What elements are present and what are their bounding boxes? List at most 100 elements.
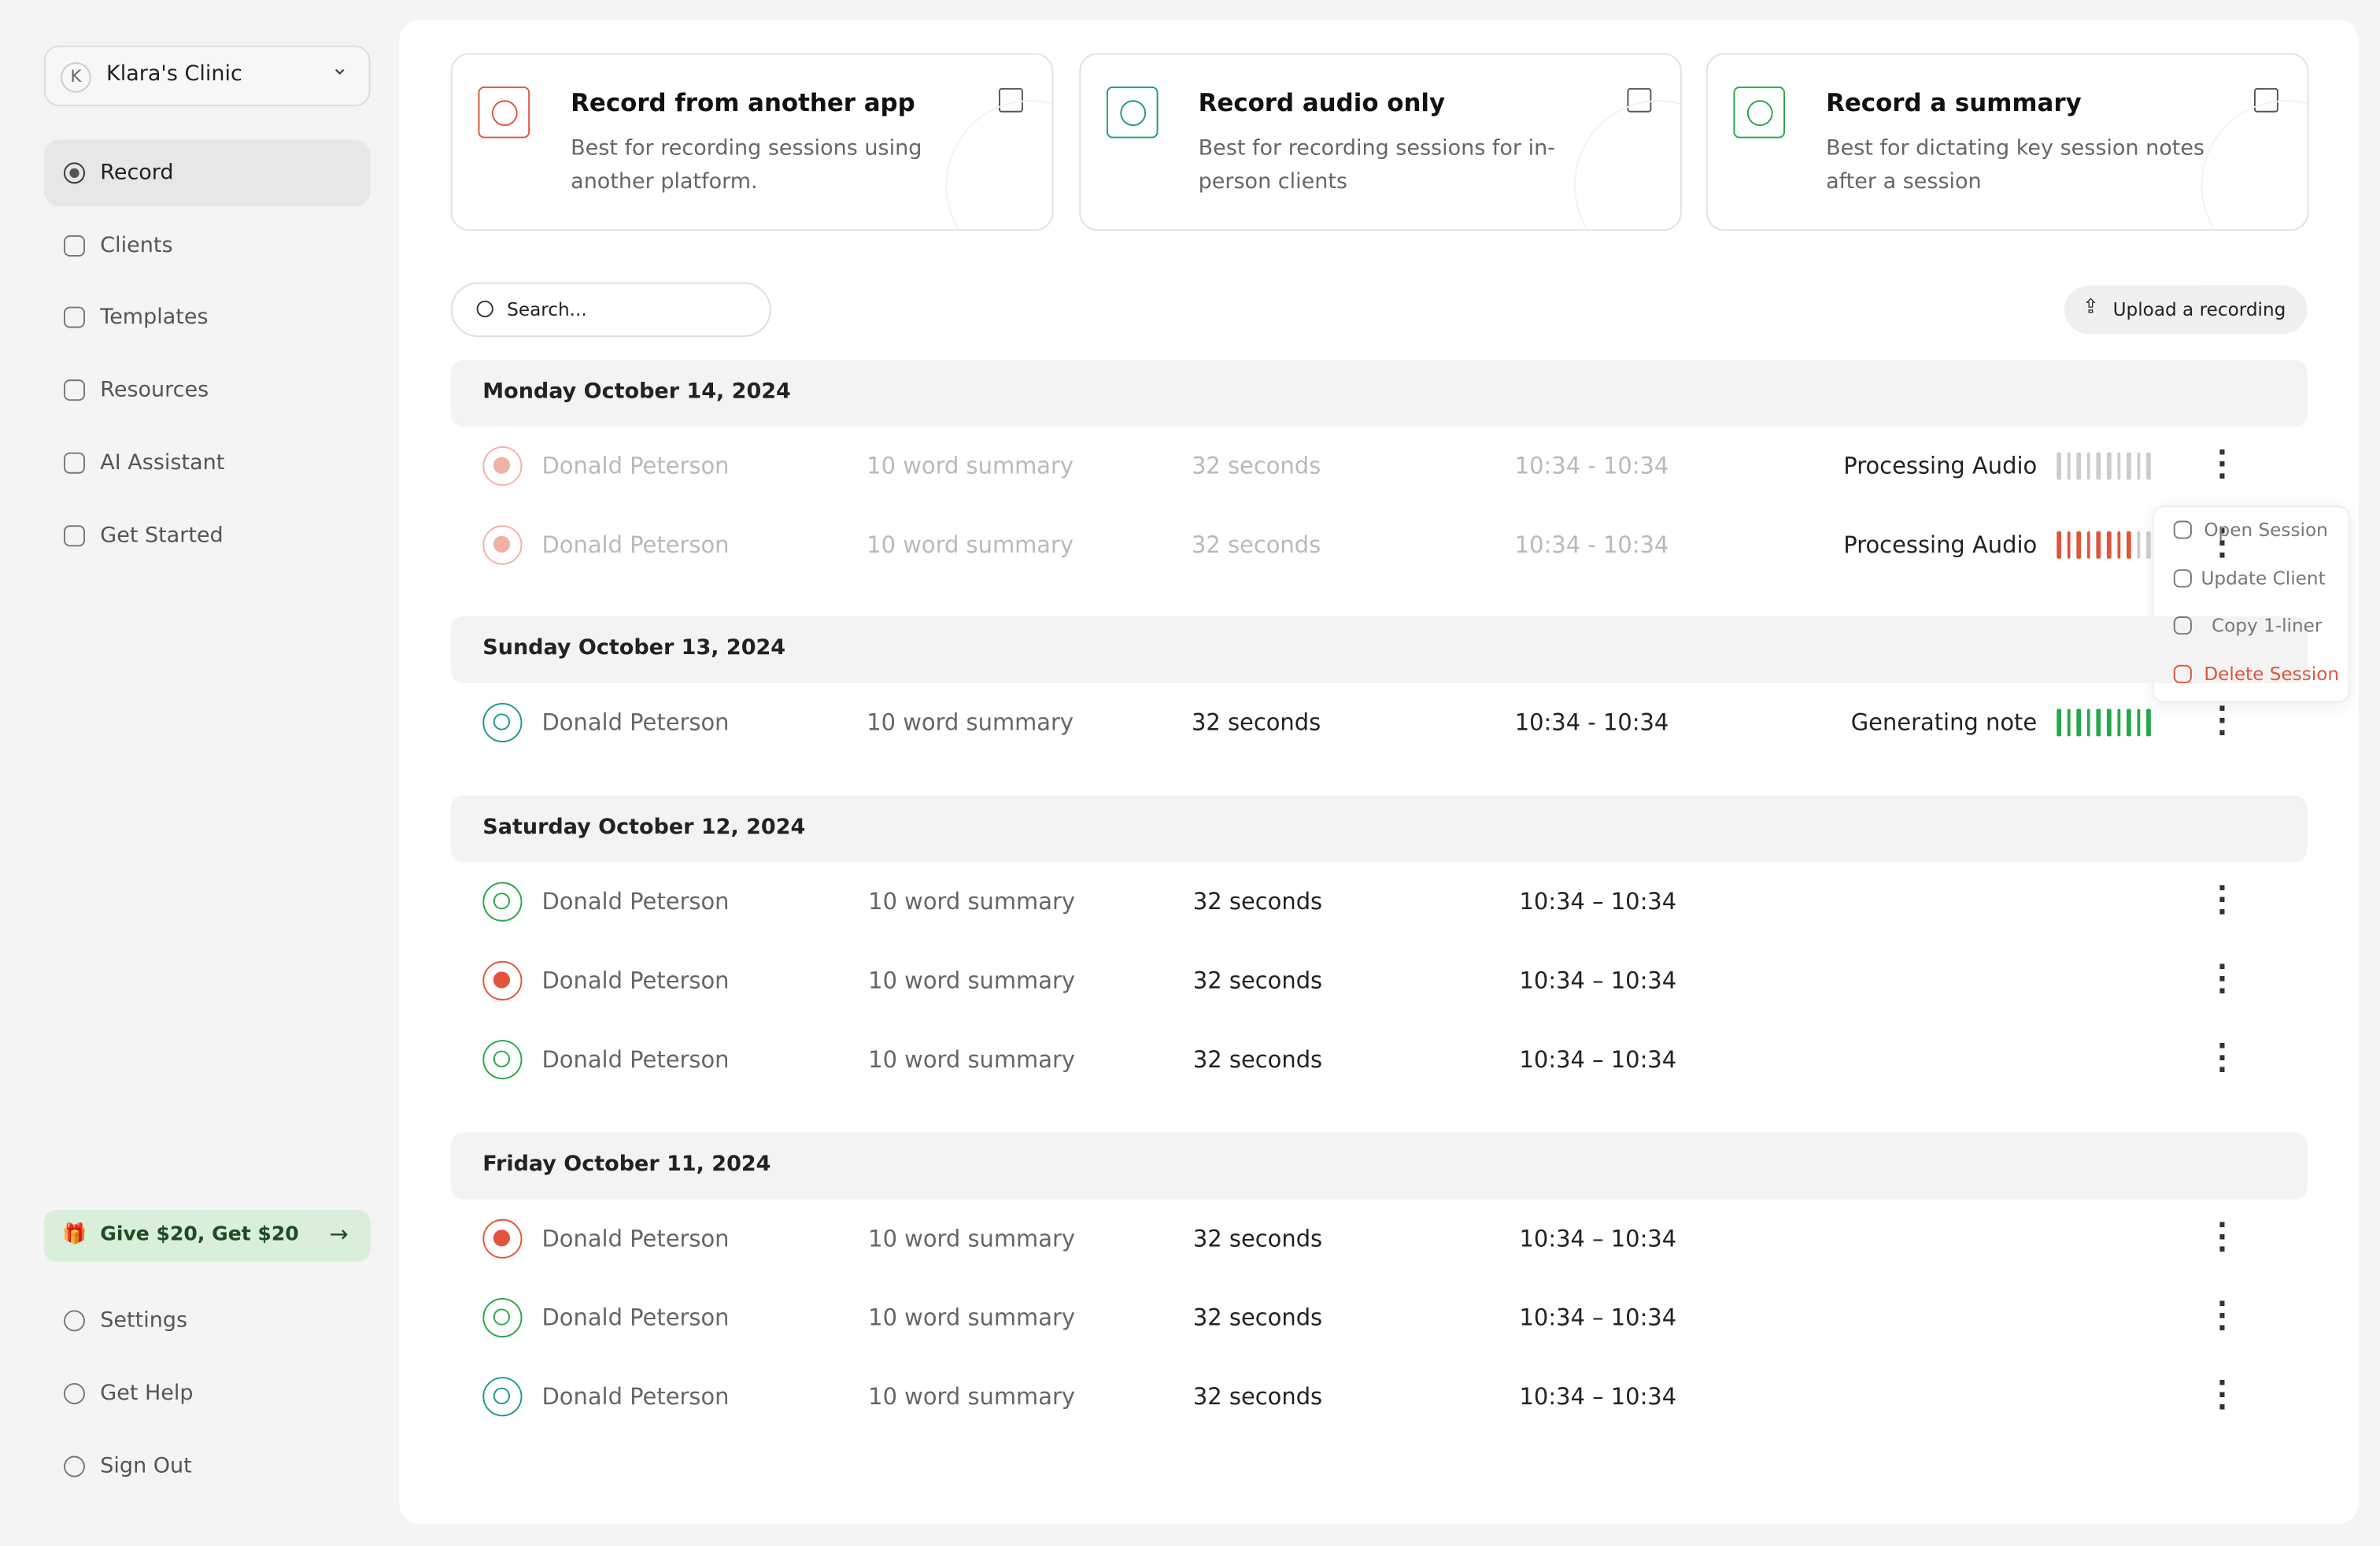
- duration: 32 seconds: [1191, 452, 1321, 480]
- time: 10:34 – 10:34: [1519, 1045, 1677, 1074]
- status-bar: [2066, 708, 2071, 737]
- row-icon: [482, 1040, 523, 1080]
- status-bar: [2146, 708, 2151, 737]
- duration: 32 seconds: [1192, 888, 1323, 915]
- client-name[interactable]: Donald Peterson: [541, 888, 730, 915]
- status-bar: [2116, 452, 2121, 480]
- kebab[interactable]: · · ·: [2216, 1030, 2228, 1087]
- nav-item[interactable]: AI Assistant: [100, 450, 225, 475]
- summary: 10 word summary: [868, 1225, 1075, 1253]
- row-icon: [482, 702, 523, 743]
- status-bar: [2146, 531, 2151, 559]
- search[interactable]: Search...: [450, 282, 771, 338]
- menu-item[interactable]: Open Session: [2204, 519, 2328, 541]
- kebab[interactable]: · · ·: [2216, 1210, 2228, 1267]
- kebab[interactable]: · · ·: [2216, 872, 2228, 930]
- status-bar: [2116, 531, 2121, 559]
- nav-item[interactable]: Get Started: [100, 523, 224, 548]
- group-header: Monday October 14, 2024: [450, 360, 2308, 427]
- client-name[interactable]: Donald Peterson: [541, 1225, 730, 1253]
- upload-button[interactable]: ⇪ Upload a recording: [2064, 285, 2308, 335]
- time: 10:34 – 10:34: [1519, 1382, 1677, 1411]
- client-name[interactable]: Donald Peterson: [541, 708, 730, 737]
- icon-inner: [491, 100, 518, 127]
- summary: 10 word summary: [867, 708, 1074, 737]
- row-icon: [482, 1297, 523, 1338]
- clinic-name: Klara's Clinic: [106, 62, 242, 87]
- status-bar: [2076, 452, 2081, 480]
- client-name[interactable]: Donald Peterson: [541, 1304, 730, 1332]
- status-bar: [2137, 452, 2141, 480]
- upload-text: Upload a recording: [2112, 298, 2286, 320]
- nav-item[interactable]: Clients: [100, 233, 173, 258]
- nav-icon: [64, 452, 86, 474]
- row-icon: [482, 525, 523, 565]
- menu-item[interactable]: Delete Session: [2204, 663, 2340, 685]
- time: 10:34 - 10:34: [1514, 452, 1669, 480]
- card-description: Best for dictating key session notes aft…: [1826, 136, 2205, 194]
- chevron: ⌄: [331, 56, 349, 81]
- row-icon-inner: [493, 971, 511, 989]
- group-header: Sunday October 13, 2024: [450, 616, 2308, 683]
- status-bar: [2127, 531, 2131, 559]
- status-bar: [2137, 531, 2141, 559]
- client-name[interactable]: Donald Peterson: [541, 1382, 730, 1411]
- nav-item[interactable]: Get Help: [100, 1381, 194, 1406]
- nav-item[interactable]: Resources: [100, 378, 209, 403]
- client-name[interactable]: Donald Peterson: [541, 531, 730, 559]
- promo[interactable]: 🎁 Give $20, Get $20 →: [43, 1210, 371, 1262]
- time: 10:34 – 10:34: [1519, 1304, 1677, 1332]
- kebab[interactable]: · · ·: [2216, 437, 2228, 494]
- row-icon: [482, 1219, 523, 1259]
- nav-icon: [64, 162, 86, 184]
- kebab[interactable]: · · ·: [2216, 693, 2228, 750]
- card-deco: [2201, 100, 2308, 230]
- card-title: Record audio only: [1198, 87, 1446, 117]
- status: Processing Audio: [1843, 452, 2038, 480]
- status-bar: [2137, 708, 2141, 737]
- client-name[interactable]: Donald Peterson: [541, 967, 730, 995]
- time: 10:34 – 10:34: [1519, 888, 1677, 915]
- card-icon: [1105, 86, 1158, 139]
- card[interactable]: Record a summary Best for dictating key s…: [1706, 53, 2309, 231]
- nav-item[interactable]: Templates: [100, 305, 209, 331]
- summary: 10 word summary: [867, 452, 1074, 480]
- client-name[interactable]: Donald Peterson: [541, 452, 730, 480]
- status-bar: [2086, 531, 2091, 559]
- nav-item[interactable]: Record: [100, 161, 174, 186]
- nav-icon: [64, 1382, 86, 1404]
- status-bar: [2127, 452, 2131, 480]
- clinic-select[interactable]: K Klara's Clinic ⌄: [43, 45, 371, 107]
- kebab[interactable]: · · ·: [2216, 1289, 2228, 1345]
- nav-item[interactable]: Settings: [100, 1308, 188, 1333]
- duration: 32 seconds: [1192, 1045, 1323, 1074]
- card-icon: [478, 86, 530, 139]
- card[interactable]: Record audio only Best for recording sess…: [1078, 53, 1681, 231]
- row-icon-inner: [493, 1230, 511, 1247]
- row-icon-inner: [493, 713, 511, 730]
- nav-icon: [64, 235, 86, 257]
- status-bar: [2086, 452, 2091, 480]
- search-placeholder: Search...: [507, 298, 587, 320]
- nav-item[interactable]: Sign Out: [100, 1454, 192, 1479]
- kebab[interactable]: · · ·: [2216, 952, 2228, 1008]
- time: 10:34 – 10:34: [1519, 967, 1677, 995]
- status-bar: [2086, 708, 2091, 737]
- summary: 10 word summary: [868, 967, 1075, 995]
- time: 10:34 - 10:34: [1514, 531, 1669, 559]
- row-icon-inner: [493, 1308, 511, 1326]
- duration: 32 seconds: [1191, 708, 1321, 737]
- status: Generating note: [1850, 708, 2038, 737]
- duration: 32 seconds: [1191, 531, 1321, 559]
- menu-item[interactable]: Update Client: [2201, 567, 2326, 589]
- row-icon-inner: [493, 893, 511, 910]
- status: Processing Audio: [1843, 531, 2038, 559]
- row-icon-inner: [493, 535, 511, 553]
- duration: 32 seconds: [1192, 967, 1323, 995]
- menu-item[interactable]: Copy 1-liner: [2211, 615, 2323, 637]
- status-bar: [2146, 452, 2151, 480]
- kebab[interactable]: · · ·: [2216, 1367, 2228, 1425]
- status-bar: [2057, 452, 2061, 480]
- card[interactable]: Record from another app Best for recordin…: [450, 53, 1054, 231]
- client-name[interactable]: Donald Peterson: [541, 1045, 730, 1074]
